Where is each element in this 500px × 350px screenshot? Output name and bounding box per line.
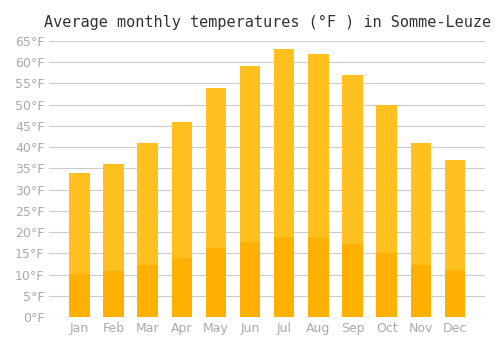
Bar (376, 253, 397, 317)
Bar (104, 164, 124, 317)
Bar (206, 248, 226, 317)
Bar (308, 54, 328, 317)
Bar (206, 88, 226, 317)
Bar (104, 271, 124, 317)
Bar (240, 242, 260, 317)
Bar (69, 173, 89, 317)
Bar (172, 259, 192, 317)
Title: Average monthly temperatures (°F ) in Somme-Leuze: Average monthly temperatures (°F ) in So… (44, 15, 490, 30)
Bar (376, 105, 397, 317)
Bar (69, 274, 89, 317)
Bar (138, 265, 158, 317)
Bar (274, 237, 294, 317)
Bar (410, 143, 431, 317)
Bar (342, 244, 363, 317)
Bar (410, 265, 431, 317)
Bar (444, 270, 465, 317)
Bar (342, 75, 363, 317)
Bar (274, 49, 294, 317)
Bar (138, 143, 158, 317)
Bar (172, 122, 192, 317)
Bar (240, 66, 260, 317)
Bar (444, 160, 465, 317)
Bar (308, 238, 328, 317)
